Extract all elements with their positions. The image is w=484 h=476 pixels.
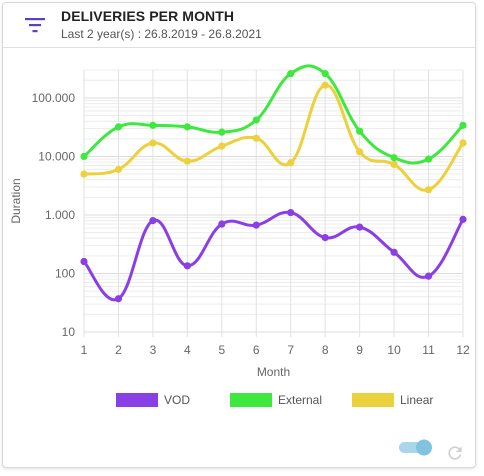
data-point-vod bbox=[252, 221, 260, 229]
x-tick-label: 8 bbox=[322, 343, 329, 357]
y-tick-label: 10 bbox=[62, 325, 76, 339]
legend-label-external: External bbox=[278, 393, 322, 407]
data-point-vod bbox=[80, 257, 88, 266]
data-point-vod bbox=[287, 208, 295, 217]
data-point-linear bbox=[424, 186, 433, 194]
legend-swatch-linear bbox=[352, 393, 394, 407]
x-tick-label: 7 bbox=[287, 343, 294, 357]
date-range-subtitle: Last 2 year(s) : 26.8.2019 - 26.8.2021 bbox=[61, 27, 262, 41]
series-line-vod bbox=[82, 210, 465, 302]
card-header: DELIVERIES PER MONTH Last 2 year(s) : 26… bbox=[3, 3, 475, 48]
data-point-linear bbox=[114, 165, 123, 174]
data-point-linear bbox=[459, 139, 467, 147]
data-point-linear bbox=[252, 134, 260, 142]
chart-card: DELIVERIES PER MONTH Last 2 year(s) : 26… bbox=[2, 2, 476, 468]
data-point-linear bbox=[149, 139, 157, 147]
data-point-linear bbox=[390, 160, 398, 169]
data-point-external bbox=[459, 121, 467, 129]
x-tick-label: 4 bbox=[184, 343, 191, 357]
data-point-vod bbox=[114, 295, 123, 303]
data-point-vod bbox=[218, 220, 226, 228]
data-point-external bbox=[218, 128, 226, 136]
data-point-external bbox=[183, 123, 191, 131]
x-tick-label: 9 bbox=[356, 343, 363, 357]
data-point-external bbox=[390, 154, 398, 162]
data-point-vod bbox=[149, 217, 157, 225]
data-point-vod bbox=[390, 248, 398, 256]
x-tick-label: 1 bbox=[81, 343, 88, 357]
x-axis-title: Month bbox=[257, 365, 290, 379]
legend-swatch-external bbox=[230, 393, 272, 407]
legend-label-vod: VOD bbox=[164, 393, 190, 407]
data-point-vod bbox=[356, 223, 364, 231]
data-point-external bbox=[149, 121, 157, 129]
y-tick-label: 10.000 bbox=[38, 149, 75, 163]
data-point-external bbox=[80, 152, 88, 161]
y-tick-label: 100 bbox=[55, 266, 75, 280]
data-point-external bbox=[114, 123, 123, 131]
data-point-linear bbox=[183, 157, 191, 165]
data-point-external bbox=[287, 70, 295, 78]
data-point-vod bbox=[424, 272, 433, 280]
y-tick-label: 100.000 bbox=[32, 91, 76, 105]
data-point-external bbox=[321, 70, 329, 78]
data-point-external bbox=[252, 116, 260, 124]
x-tick-label: 11 bbox=[422, 343, 435, 357]
data-point-vod bbox=[183, 262, 191, 270]
x-tick-label: 6 bbox=[253, 343, 260, 357]
legend-swatch-vod bbox=[116, 393, 158, 407]
x-tick-label: 3 bbox=[150, 343, 157, 357]
y-tick-label: 1.000 bbox=[45, 208, 75, 222]
x-tick-label: 10 bbox=[387, 343, 401, 357]
data-point-linear bbox=[218, 142, 226, 150]
filter-list-icon[interactable] bbox=[25, 17, 45, 33]
data-point-vod bbox=[459, 215, 467, 223]
data-point-vod bbox=[321, 234, 329, 242]
y-axis-title: Duration bbox=[9, 178, 23, 223]
data-point-external bbox=[356, 127, 364, 135]
x-tick-label: 5 bbox=[218, 343, 225, 357]
toggle-switch-icon[interactable] bbox=[397, 437, 435, 457]
page-title: DELIVERIES PER MONTH bbox=[61, 8, 235, 24]
data-point-linear bbox=[80, 170, 88, 178]
x-tick-label: 12 bbox=[456, 343, 470, 357]
x-tick-label: 2 bbox=[115, 343, 122, 357]
legend-label-linear: Linear bbox=[400, 393, 433, 407]
data-point-linear bbox=[321, 81, 329, 89]
data-point-linear bbox=[287, 159, 295, 167]
data-point-linear bbox=[356, 148, 364, 156]
data-point-external bbox=[424, 155, 433, 163]
